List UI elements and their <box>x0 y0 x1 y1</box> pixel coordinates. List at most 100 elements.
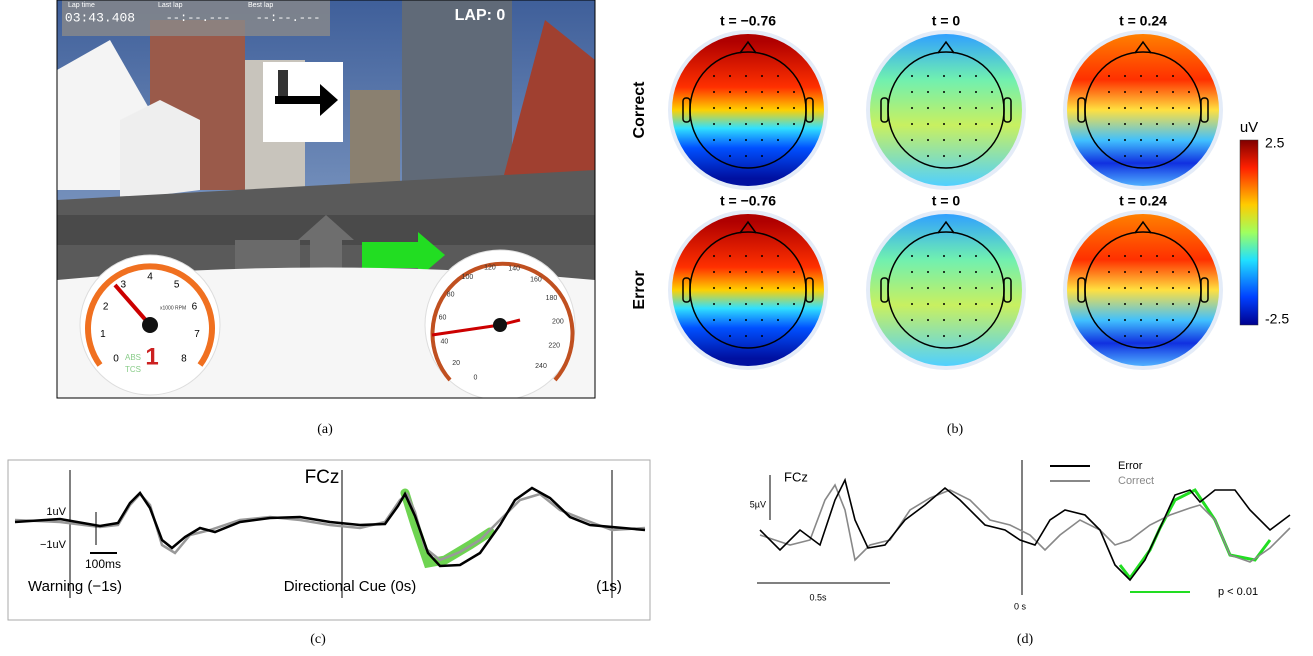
gauge-number: 1 <box>100 329 106 340</box>
time-label: t = 0 <box>932 13 961 29</box>
electrode <box>1140 107 1142 109</box>
electrode <box>1108 271 1110 273</box>
hud-label: Lap time <box>68 2 95 9</box>
electrode <box>911 303 913 305</box>
electrode <box>1172 287 1174 289</box>
gear: 1 <box>145 343 158 370</box>
game-scene <box>57 0 595 400</box>
electrode <box>943 75 945 77</box>
electrode <box>1108 107 1110 109</box>
electrode <box>959 91 961 93</box>
electrode <box>1172 303 1174 305</box>
gauge-number: 80 <box>447 291 455 298</box>
electrode <box>713 139 715 141</box>
electrode <box>745 271 747 273</box>
electrode <box>1188 303 1190 305</box>
event-label: (1s) <box>596 578 622 595</box>
electrode <box>777 255 779 257</box>
electrode <box>1108 75 1110 77</box>
electrode <box>943 139 945 141</box>
caption: (d) <box>1017 632 1034 647</box>
electrode <box>793 123 795 125</box>
abs-light: ABS <box>125 353 141 362</box>
gauge-number: 6 <box>192 301 198 312</box>
electrode <box>1188 287 1190 289</box>
hud-label: Best lap <box>248 2 273 9</box>
electrode <box>793 303 795 305</box>
electrode <box>1172 255 1174 257</box>
electrode <box>729 155 731 157</box>
electrode <box>1140 335 1142 337</box>
caption: (a) <box>317 422 333 437</box>
electrode <box>729 303 731 305</box>
electrode <box>991 123 993 125</box>
electrode <box>1108 139 1110 141</box>
electrode <box>1124 107 1126 109</box>
electrode <box>1172 75 1174 77</box>
electrode <box>1156 287 1158 289</box>
gauge-number: 180 <box>546 295 558 302</box>
electrode <box>1156 303 1158 305</box>
electrode <box>761 319 763 321</box>
electrode <box>729 287 731 289</box>
electrode <box>943 123 945 125</box>
electrode <box>1124 123 1126 125</box>
row-label: Correct <box>631 81 648 139</box>
row-label: Error <box>631 270 648 309</box>
electrode <box>729 75 731 77</box>
electrode <box>959 139 961 141</box>
electrode <box>1140 303 1142 305</box>
tcs-light: TCS <box>125 365 141 374</box>
electrode <box>713 75 715 77</box>
electrode <box>1124 139 1126 141</box>
electrode <box>943 255 945 257</box>
electrode <box>959 303 961 305</box>
gauge-number: 60 <box>439 314 447 321</box>
electrode <box>927 75 929 77</box>
electrode <box>1124 91 1126 93</box>
electrode <box>761 91 763 93</box>
electrode <box>943 335 945 337</box>
electrode <box>1156 255 1158 257</box>
electrode <box>1140 75 1142 77</box>
electrode <box>777 271 779 273</box>
hud-value: --:--.--- <box>166 11 231 25</box>
electrode <box>943 287 945 289</box>
electrode <box>761 271 763 273</box>
electrode <box>745 287 747 289</box>
gauge-number: 100 <box>462 274 474 281</box>
electrode <box>927 139 929 141</box>
electrode <box>927 319 929 321</box>
electrode <box>1108 319 1110 321</box>
electrode <box>745 107 747 109</box>
colorbar-max: 2.5 <box>1265 135 1285 151</box>
electrode <box>991 271 993 273</box>
electrode <box>943 107 945 109</box>
electrode <box>1156 335 1158 337</box>
electrode <box>959 155 961 157</box>
significance-segments <box>1120 490 1270 578</box>
event-label: Warning (−1s) <box>28 578 122 595</box>
electrode <box>761 75 763 77</box>
electrode <box>1124 271 1126 273</box>
electrode <box>1108 303 1110 305</box>
gauge-number: 200 <box>552 318 564 325</box>
electrode <box>761 255 763 257</box>
electrode <box>713 123 715 125</box>
gauge-number: 240 <box>535 363 547 370</box>
electrode <box>1172 319 1174 321</box>
electrode <box>777 107 779 109</box>
electrode <box>745 303 747 305</box>
gauge-number: 4 <box>147 272 153 283</box>
electrode <box>911 139 913 141</box>
electrode <box>729 335 731 337</box>
electrode <box>927 91 929 93</box>
electrode <box>1140 123 1142 125</box>
significance-band <box>405 493 490 563</box>
electrode <box>1124 255 1126 257</box>
electrode <box>959 271 961 273</box>
electrode <box>1156 155 1158 157</box>
scalp-map <box>672 214 824 366</box>
electrode <box>793 271 795 273</box>
